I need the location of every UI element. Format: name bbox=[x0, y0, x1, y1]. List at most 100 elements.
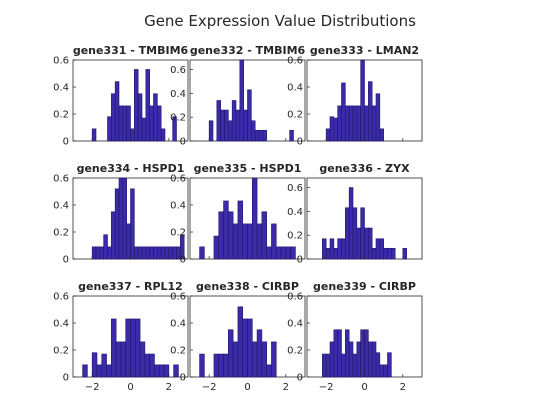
histogram-bar bbox=[91, 128, 97, 142]
histogram-bar bbox=[322, 353, 327, 378]
x-tick-label: 2 bbox=[400, 382, 406, 393]
histogram-bar bbox=[96, 364, 103, 378]
x-tick-label: 2 bbox=[283, 382, 289, 393]
y-tick-label: 0 bbox=[180, 137, 186, 148]
y-tick-label: 0 bbox=[63, 137, 69, 148]
histogram-bar bbox=[220, 109, 225, 142]
histogram-bar bbox=[134, 318, 141, 378]
histogram-bar bbox=[154, 364, 160, 378]
histogram-bar bbox=[251, 177, 258, 260]
histogram-bar bbox=[114, 188, 120, 260]
histogram-bar bbox=[231, 100, 237, 142]
histogram-bar bbox=[199, 353, 205, 378]
panel-title: gene332 - TMBIM6 bbox=[190, 44, 306, 57]
histogram-bar bbox=[387, 247, 392, 260]
histogram-bar bbox=[247, 223, 253, 260]
histogram-bar bbox=[208, 120, 214, 142]
histogram-bar bbox=[130, 188, 135, 260]
histogram-bar bbox=[345, 329, 350, 378]
y-tick-label: 0.2 bbox=[53, 110, 69, 121]
y-tick-label: 0.4 bbox=[53, 83, 69, 94]
histogram-bar bbox=[379, 364, 384, 378]
histogram-bar bbox=[99, 246, 104, 260]
histogram-bar bbox=[341, 353, 346, 378]
histogram-bar bbox=[91, 246, 97, 260]
histogram-bar bbox=[375, 352, 381, 378]
x-tick-label: −2 bbox=[319, 382, 334, 393]
histogram-bar bbox=[266, 364, 272, 378]
histogram-bar bbox=[371, 247, 377, 260]
histogram-bar bbox=[130, 318, 136, 378]
histogram-bar bbox=[290, 246, 296, 260]
histogram-bar bbox=[158, 364, 165, 378]
histogram-bar bbox=[216, 100, 221, 142]
histogram-bar bbox=[115, 341, 122, 378]
histogram-bar bbox=[243, 109, 248, 142]
y-tick-label: 0.2 bbox=[53, 346, 69, 357]
histogram-bar bbox=[106, 364, 112, 378]
histogram-bar bbox=[348, 105, 354, 142]
histogram-bar bbox=[160, 128, 166, 142]
histogram-bar bbox=[218, 211, 224, 260]
panel-title: gene331 - TMBIM6 bbox=[73, 44, 189, 57]
y-tick-label: 0.4 bbox=[170, 319, 186, 330]
histogram-bar bbox=[218, 353, 224, 378]
histogram-bar bbox=[275, 246, 282, 260]
y-tick-label: 0.6 bbox=[287, 183, 303, 194]
histogram-bar bbox=[251, 341, 258, 378]
y-tick-label: 0.2 bbox=[170, 113, 186, 124]
histogram-bar bbox=[180, 234, 185, 260]
y-tick-label: 0.6 bbox=[53, 56, 69, 67]
histogram-bar bbox=[164, 246, 170, 260]
histogram-bar bbox=[145, 69, 150, 142]
histogram-bar bbox=[160, 246, 166, 260]
histogram-bar bbox=[345, 207, 350, 260]
y-tick-label: 0.4 bbox=[170, 201, 186, 212]
y-tick-label: 0.6 bbox=[53, 292, 69, 303]
histogram-bar bbox=[352, 207, 358, 260]
histogram-bar bbox=[213, 235, 220, 260]
y-tick-label: 0 bbox=[297, 137, 303, 148]
histogram-bar bbox=[402, 247, 407, 260]
y-tick-label: 0.6 bbox=[287, 292, 303, 303]
histogram-bar bbox=[375, 238, 381, 260]
histogram-bar bbox=[368, 227, 373, 260]
y-tick-label: 0 bbox=[63, 255, 69, 266]
histogram-bar bbox=[256, 329, 263, 378]
histogram-bar bbox=[251, 120, 256, 142]
histogram-bar bbox=[364, 105, 369, 142]
y-tick-label: 0.6 bbox=[170, 292, 186, 303]
panel-title: gene337 - RPL12 bbox=[78, 280, 183, 293]
histogram-bar bbox=[224, 109, 229, 142]
histogram-bar bbox=[383, 247, 388, 260]
histogram-bar bbox=[172, 116, 177, 142]
histogram-bar bbox=[107, 116, 112, 142]
x-tick-label: −2 bbox=[85, 382, 100, 393]
histogram-bar bbox=[289, 129, 294, 142]
histogram-bar bbox=[91, 352, 98, 378]
histogram-bar bbox=[163, 364, 170, 378]
x-tick-label: 0 bbox=[127, 382, 133, 393]
histogram-bar bbox=[266, 246, 272, 260]
histogram-bar bbox=[213, 353, 220, 378]
histogram-bar bbox=[375, 93, 381, 142]
panel-title: gene339 - CIRBP bbox=[313, 280, 416, 293]
histogram-bar bbox=[130, 128, 135, 142]
histogram-bar bbox=[256, 223, 263, 260]
histogram-bar bbox=[137, 93, 143, 142]
histogram-bar bbox=[325, 247, 331, 260]
histogram-bar bbox=[157, 105, 162, 142]
histogram-bar bbox=[329, 341, 335, 378]
histogram-bar bbox=[337, 238, 342, 260]
histogram-bar bbox=[168, 246, 173, 260]
histogram-bar bbox=[391, 247, 396, 260]
histogram-bar bbox=[356, 341, 361, 378]
histogram-bar bbox=[261, 211, 267, 260]
histogram-bar bbox=[356, 105, 361, 142]
histogram-bar bbox=[232, 223, 239, 260]
y-tick-label: 0.4 bbox=[287, 83, 303, 94]
histogram-bar bbox=[356, 227, 361, 260]
